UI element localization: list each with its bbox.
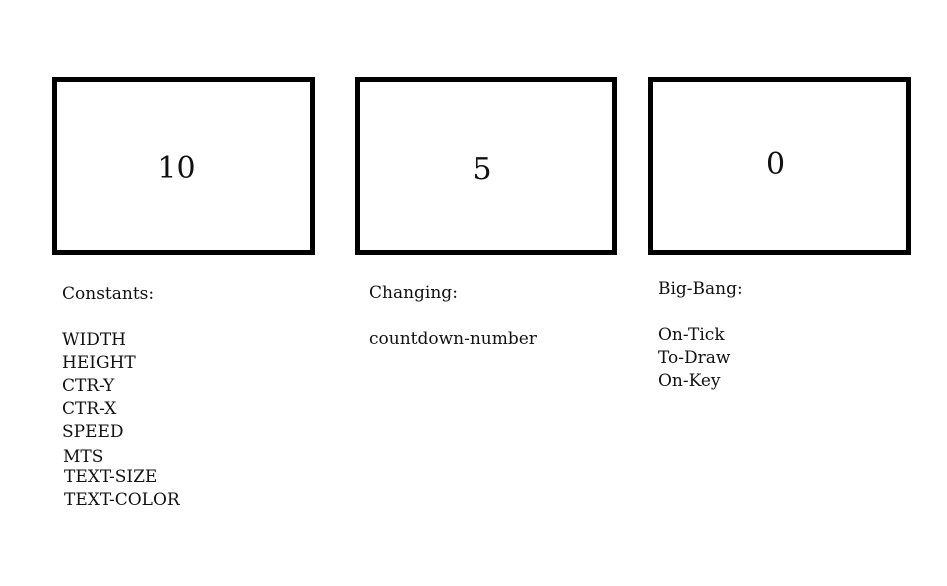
big-bang-list: On-Tick To-Draw On-Key [658, 324, 743, 393]
constant-item: MTS [63, 447, 104, 467]
constant-item: HEIGHT [62, 353, 136, 373]
big-bang-item: To-Draw [658, 348, 731, 368]
countdown-frame-0: 0 [648, 77, 911, 255]
changing-heading: Changing: [369, 283, 458, 303]
constants-heading: Constants: [62, 284, 155, 304]
frame-number: 0 [765, 147, 786, 182]
constant-item: WIDTH [62, 330, 126, 350]
big-bang-item: On-Tick [658, 325, 725, 345]
big-bang-heading: Big-Bang: [658, 279, 743, 299]
constant-item: TEXT-COLOR [64, 490, 180, 510]
constants-list: WIDTH HEIGHT CTR-Y CTR-X SPEED MTS TEXT-… [62, 329, 180, 512]
changing-item: countdown-number [369, 329, 537, 349]
constant-item: TEXT-SIZE [64, 467, 158, 487]
frame-number: 5 [472, 152, 492, 187]
big-bang-notes: Big-Bang: On-Tick To-Draw On-Key [658, 278, 743, 393]
constant-item: SPEED [62, 422, 124, 442]
countdown-frame-10: 10 [52, 77, 315, 255]
constants-notes: Constants: WIDTH HEIGHT CTR-Y CTR-X SPEE… [62, 283, 180, 512]
changing-list: countdown-number [369, 328, 537, 351]
constant-item: CTR-X [62, 399, 117, 419]
constant-item: CTR-Y [62, 376, 115, 396]
frame-number: 10 [157, 151, 196, 186]
changing-notes: Changing: countdown-number [369, 282, 537, 351]
countdown-frame-5: 5 [355, 77, 617, 255]
big-bang-item: On-Key [658, 371, 721, 391]
